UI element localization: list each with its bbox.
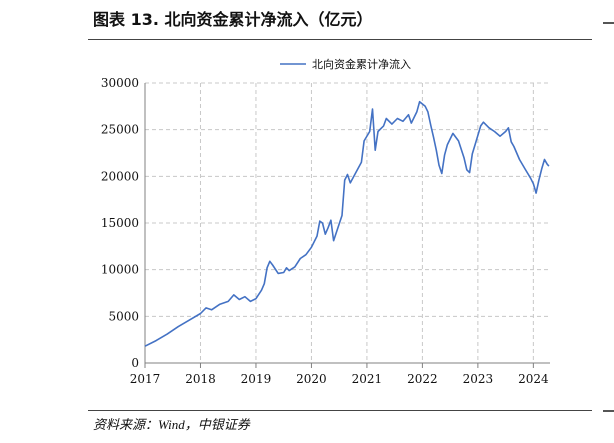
axes	[144, 83, 550, 368]
x-tick-label: 2019	[241, 372, 272, 386]
grid-lines	[145, 82, 550, 363]
x-tick-label: 2023	[463, 372, 494, 386]
x-tick-label: 2018	[185, 372, 216, 386]
x-tick-label: 2022	[407, 372, 438, 386]
top-rule	[88, 39, 592, 40]
tick-labels: 0 5000 10000 15000 20000 25000 30000 2017 2018 20…	[101, 76, 549, 386]
y-tick-label: 10000	[101, 263, 139, 277]
figure-title: 图表 13. 北向资金累计净流入（亿元）	[93, 10, 373, 29]
right-edge-mark-bottom	[603, 410, 614, 412]
x-tick-label: 2024	[518, 372, 549, 386]
y-tick-label: 25000	[101, 123, 139, 137]
legend-label: 北向资金累计净流入	[312, 57, 411, 71]
series-layer	[144, 100, 550, 347]
x-tick-label: 2020	[296, 372, 327, 386]
bottom-rule	[88, 410, 592, 411]
y-tick-label: 15000	[101, 216, 139, 230]
y-tick-label: 30000	[101, 76, 139, 90]
x-tick-label: 2017	[130, 372, 161, 386]
right-edge-mark-top	[603, 22, 614, 24]
source-note: 资料来源：Wind，中银证券	[93, 417, 250, 432]
y-tick-label: 0	[131, 356, 139, 370]
legend: 北向资金累计净流入	[280, 57, 411, 71]
x-tick-label: 2021	[352, 372, 383, 386]
y-tick-label: 20000	[101, 169, 139, 183]
series-line	[144, 100, 550, 347]
y-tick-label: 5000	[108, 309, 139, 323]
